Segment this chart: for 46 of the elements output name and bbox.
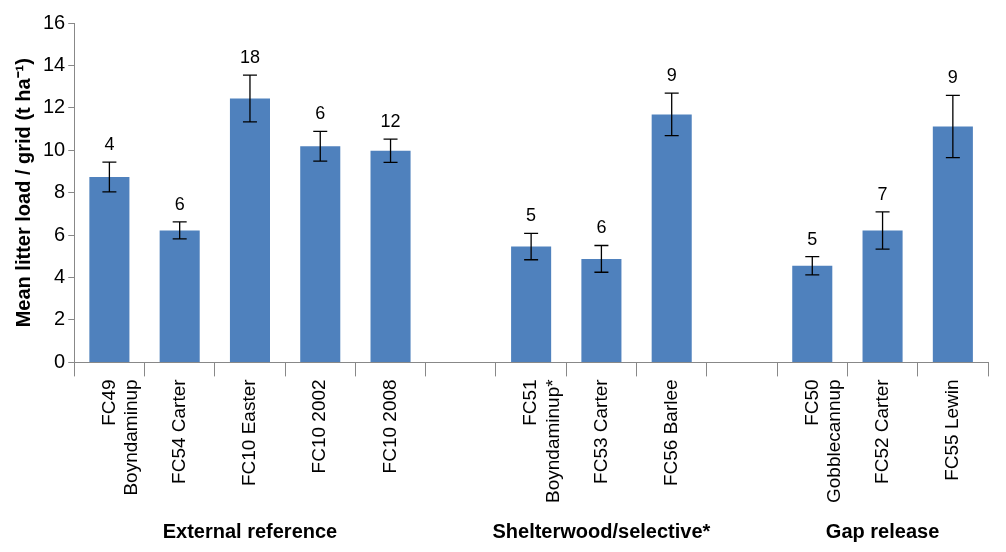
annotation: 5 xyxy=(807,228,818,249)
bar xyxy=(511,246,552,362)
x-tick-label: FC10 Easter xyxy=(238,378,260,487)
text: External reference xyxy=(162,519,338,542)
annotation: 12 xyxy=(380,111,401,131)
x-tick-label: FC53 Carter xyxy=(589,378,611,484)
bar xyxy=(792,265,833,362)
text: Gap release xyxy=(825,519,940,542)
x-tick-label: FC10 2002 xyxy=(308,379,330,474)
annotation: 9 xyxy=(947,67,958,88)
annotation: 7 xyxy=(877,183,888,204)
y-tick-label: 14 xyxy=(43,52,66,75)
x-tick-label: FC55 Lewin xyxy=(941,379,963,481)
y-tick-label: 6 xyxy=(54,222,66,245)
y-tick-label: 12 xyxy=(43,95,66,118)
annotation: 6 xyxy=(596,217,607,238)
bar xyxy=(581,258,622,362)
x-tick-label: FC54 Carter xyxy=(167,378,189,484)
x-tick-label: FC51 Boyndaminup* xyxy=(519,378,564,503)
x-tick-label: FC10 2008 xyxy=(378,379,400,474)
bar xyxy=(229,98,270,362)
y-tick-label: 2 xyxy=(54,307,66,330)
x-tick-label: FC50 Gobblecannup xyxy=(800,379,845,504)
y-tick-label: 16 xyxy=(43,10,66,33)
annotation: 9 xyxy=(666,65,677,86)
bar xyxy=(651,114,692,362)
annotation: 5 xyxy=(526,205,537,226)
x-tick-label: FC49 Boyndaminup xyxy=(97,379,142,496)
bar xyxy=(89,177,130,362)
y-tick-label: 10 xyxy=(43,137,66,160)
y-tick-label: 8 xyxy=(54,180,66,203)
x-tick-label: FC52 Carter xyxy=(870,378,892,484)
annotation: 18 xyxy=(239,47,260,68)
bar xyxy=(370,150,411,362)
bar xyxy=(300,146,341,362)
bar xyxy=(159,230,200,362)
x-tick-label: FC56 Barlee xyxy=(659,379,681,487)
bar xyxy=(862,230,903,362)
y-tick-label: 4 xyxy=(54,265,66,288)
text: Shelterwood/selective* xyxy=(492,519,711,542)
annotation: 6 xyxy=(174,193,185,214)
annotation: 4 xyxy=(104,134,115,155)
annotation: 6 xyxy=(315,103,326,124)
y-axis-title: Mean litter load / grid (t ha⁻¹) xyxy=(11,58,34,328)
bar xyxy=(932,126,973,362)
y-tick-label: 0 xyxy=(54,349,66,372)
